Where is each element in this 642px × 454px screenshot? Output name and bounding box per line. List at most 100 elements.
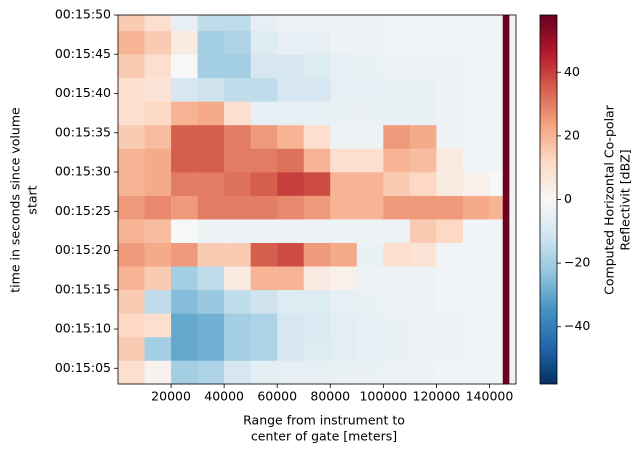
heatmap-cell	[436, 77, 464, 102]
heatmap-cell	[250, 195, 278, 220]
heatmap-cell	[436, 313, 464, 338]
heatmap-cell	[171, 336, 198, 361]
heatmap-cell	[303, 77, 331, 102]
heatmap-cell	[502, 124, 510, 149]
heatmap-cell	[356, 195, 384, 220]
heatmap-cell	[489, 313, 504, 338]
heatmap-cell	[509, 219, 517, 243]
heatmap-cell	[436, 266, 464, 291]
heatmap-cell	[509, 313, 517, 338]
y-axis-label: start	[25, 185, 40, 214]
heatmap-cell	[118, 242, 145, 267]
heatmap-cell	[330, 242, 358, 267]
y-tick-label: 00:15:35	[55, 124, 111, 139]
heatmap-cell	[502, 30, 510, 55]
heatmap-cell	[197, 172, 225, 196]
y-tick-label: 00:15:50	[55, 7, 111, 22]
heatmap-cell	[436, 195, 464, 220]
heatmap-cell	[197, 30, 225, 55]
heatmap-cell	[250, 30, 278, 55]
heatmap-cell	[409, 54, 437, 79]
heatmap-cell	[383, 195, 411, 220]
heatmap-cell	[250, 242, 278, 267]
heatmap-cell	[224, 336, 251, 361]
plot-frame	[117, 14, 517, 385]
heatmap-cell	[330, 313, 358, 338]
heatmap-cell	[171, 266, 198, 291]
heatmap-cell	[409, 172, 437, 196]
heatmap-cell	[250, 54, 278, 79]
heatmap-cell	[383, 313, 411, 338]
heatmap-cell	[250, 77, 278, 102]
heatmap-cell	[502, 195, 510, 220]
heatmap-cell	[277, 101, 305, 126]
heatmap-cell	[509, 242, 517, 267]
heatmap-cell	[197, 15, 225, 32]
heatmap-cell	[277, 54, 305, 79]
heatmap-cell	[436, 336, 464, 361]
heatmap-cell	[171, 219, 198, 243]
heatmap-cell	[197, 242, 225, 267]
heatmap-cell	[303, 242, 331, 267]
heatmap-cell	[303, 266, 331, 291]
heatmap-cell	[509, 336, 517, 361]
heatmap-cell	[356, 289, 384, 314]
heatmap-cell	[462, 54, 490, 79]
heatmap-cell	[250, 266, 278, 291]
heatmap-cell	[144, 15, 172, 32]
colorbar-tick-label: 20	[564, 127, 580, 142]
heatmap-cell	[383, 266, 411, 291]
y-tick-label: 00:15:25	[55, 203, 111, 218]
heatmap-cell	[356, 54, 384, 79]
heatmap-cell	[250, 219, 278, 243]
heatmap-cell	[436, 124, 464, 149]
heatmap-cell	[489, 336, 504, 361]
heatmap-cell	[330, 30, 358, 55]
heatmap-cell	[462, 30, 490, 55]
heatmap-cell	[303, 313, 331, 338]
heatmap-cell	[118, 124, 145, 149]
heatmap-cell	[356, 77, 384, 102]
heatmap-cell	[197, 124, 225, 149]
heatmap-cell	[250, 360, 278, 385]
heatmap-cell	[144, 54, 172, 79]
colorbar-tick-label: 0	[564, 191, 572, 206]
y-tick-label: 00:15:10	[55, 321, 111, 336]
heatmap-cell	[224, 77, 251, 102]
heatmap-cell	[277, 15, 305, 32]
heatmap-cell	[144, 313, 172, 338]
heatmap-cell	[197, 266, 225, 291]
heatmap-cell	[171, 242, 198, 267]
heatmap-cell	[409, 101, 437, 126]
heatmap-cell	[509, 54, 517, 79]
heatmap-cell	[383, 54, 411, 79]
heatmap-cell	[144, 77, 172, 102]
heatmap-cell	[250, 336, 278, 361]
heatmap-cell	[303, 195, 331, 220]
heatmap-cell	[224, 15, 251, 32]
heatmap-cell	[356, 360, 384, 385]
heatmap-cell	[197, 360, 225, 385]
colorbar-label: Computed Horizontal Co-polar	[602, 104, 617, 295]
heatmap-cell	[489, 77, 504, 102]
heatmap-cell	[250, 15, 278, 32]
heatmap-cell	[277, 360, 305, 385]
heatmap-cell	[509, 172, 517, 196]
heatmap-cell	[409, 77, 437, 102]
heatmap-cell	[502, 313, 510, 338]
heatmap-cell	[303, 124, 331, 149]
colorbar-label: Reflectivit [dBZ]	[618, 149, 633, 250]
heatmap-cell	[409, 148, 437, 173]
heatmap-cell	[509, 266, 517, 291]
heatmap-cell	[409, 289, 437, 314]
heatmap-cell	[118, 336, 145, 361]
heatmap-cell	[489, 30, 504, 55]
heatmap-cell	[277, 313, 305, 338]
heatmap-cell	[118, 54, 145, 79]
heatmap-cell	[462, 101, 490, 126]
heatmap-cell	[509, 30, 517, 55]
heatmap-cell	[383, 148, 411, 173]
heatmap-cell	[144, 289, 172, 314]
heatmap-cell	[118, 148, 145, 173]
